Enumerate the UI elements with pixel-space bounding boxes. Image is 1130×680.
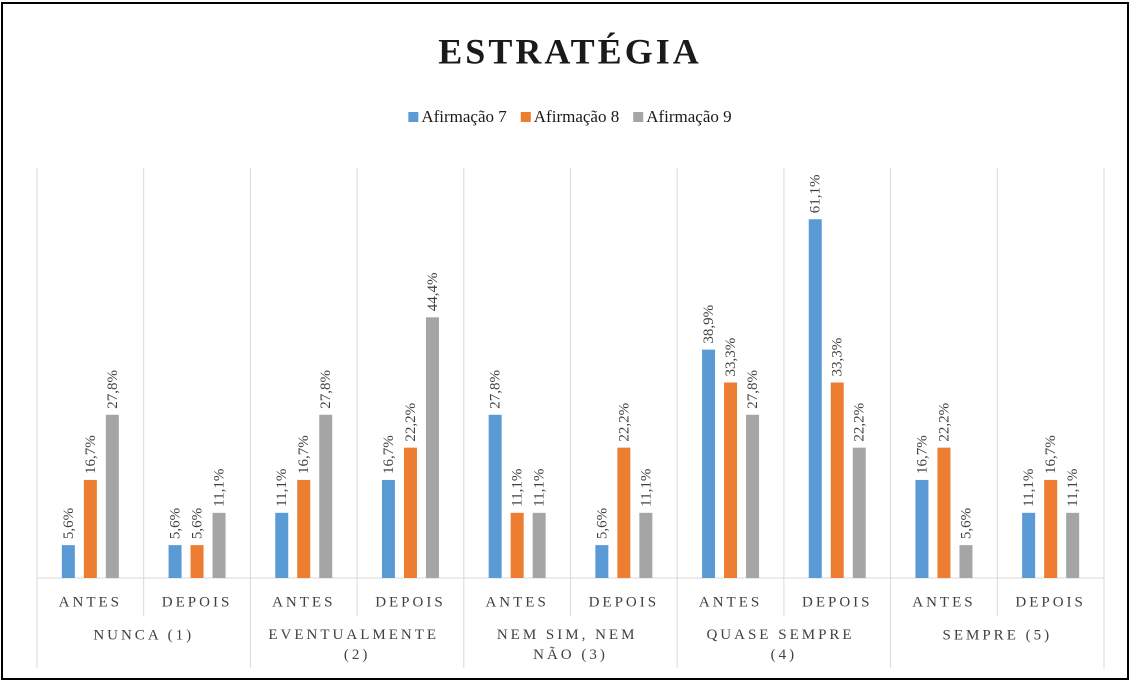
group-label: NEM SIM, NEM NÃO (3) <box>497 627 644 663</box>
group-label: EVENTUALMENTE (2) <box>268 627 445 663</box>
data-label: 16,7% <box>83 435 99 474</box>
data-label: 5,6% <box>167 508 183 539</box>
data-label: 5,6% <box>594 508 610 539</box>
data-label: 11,1% <box>1021 469 1037 507</box>
group-label: QUASE SEMPRE (4) <box>706 627 861 663</box>
data-label: 5,6% <box>61 508 77 539</box>
legend-label: Afirmação 9 <box>646 107 731 126</box>
data-label: 61,1% <box>808 175 824 214</box>
bar <box>808 219 822 578</box>
data-label: 16,7% <box>914 435 930 474</box>
legend-swatch <box>520 112 531 122</box>
legend-swatch <box>633 112 644 122</box>
data-label: 22,2% <box>616 403 632 442</box>
bar <box>403 447 417 578</box>
data-label: 38,9% <box>701 305 717 344</box>
chart-title: ESTRATÉGIA <box>438 31 701 71</box>
data-label: 16,7% <box>381 435 397 474</box>
legend-label: Afirmação 7 <box>421 107 507 126</box>
data-label: 27,8% <box>105 370 121 409</box>
bar <box>425 317 439 578</box>
bar <box>937 447 951 578</box>
data-label: 27,8% <box>488 370 504 409</box>
data-label: 22,2% <box>936 403 952 442</box>
bar <box>190 545 204 578</box>
data-label: 11,1% <box>638 469 654 507</box>
bar <box>319 414 333 578</box>
x-tick-label: DEPOIS <box>162 594 233 610</box>
bar <box>532 512 546 578</box>
bar <box>595 545 609 578</box>
bar <box>1066 512 1080 578</box>
legend-label: Afirmação 8 <box>534 107 619 126</box>
bar <box>746 414 760 578</box>
x-tick-label: ANTES <box>912 594 975 610</box>
bar <box>212 512 226 578</box>
data-label: 11,1% <box>510 469 526 507</box>
bar <box>83 479 97 578</box>
x-tick-label: ANTES <box>485 594 548 610</box>
data-label: 11,1% <box>274 469 290 507</box>
group-label: SEMPRE (5) <box>943 627 1053 643</box>
x-tick-label: ANTES <box>272 594 335 610</box>
bar <box>105 414 119 578</box>
data-label: 5,6% <box>189 508 205 539</box>
bar <box>830 382 844 578</box>
bar <box>488 414 502 578</box>
bar <box>959 545 973 578</box>
data-label: 22,2% <box>403 403 419 442</box>
bar <box>617 447 631 578</box>
data-label: 16,7% <box>1043 435 1059 474</box>
x-tick-label: DEPOIS <box>589 594 660 610</box>
bar <box>297 479 311 578</box>
data-label: 33,3% <box>830 338 846 377</box>
bar <box>724 382 738 578</box>
bar <box>510 512 524 578</box>
data-label: 27,8% <box>745 370 761 409</box>
data-label: 11,1% <box>1065 469 1081 507</box>
group-label: NUNCA (1) <box>93 627 194 643</box>
bar <box>702 349 716 578</box>
data-label: 5,6% <box>958 508 974 539</box>
bar <box>275 512 289 578</box>
x-tick-label: DEPOIS <box>802 594 873 610</box>
bar <box>1044 479 1058 578</box>
x-tick-label: ANTES <box>59 594 122 610</box>
data-label: 11,1% <box>532 469 548 507</box>
legend-swatch <box>408 112 419 122</box>
x-tick-label: DEPOIS <box>375 594 446 610</box>
x-tick-label: ANTES <box>699 594 762 610</box>
bar <box>852 447 866 578</box>
bar <box>1022 512 1036 578</box>
bar <box>381 479 395 578</box>
bar <box>915 479 929 578</box>
data-label: 33,3% <box>723 338 739 377</box>
data-label: 44,4% <box>425 273 441 312</box>
data-label: 22,2% <box>852 403 868 442</box>
bar <box>639 512 653 578</box>
bar <box>61 545 75 578</box>
data-label: 16,7% <box>296 435 312 474</box>
legend: Afirmação 7 Afirmação 8 Afirmação 9 <box>408 107 732 126</box>
data-label: 11,1% <box>211 469 227 507</box>
x-tick-label: DEPOIS <box>1015 594 1086 610</box>
bar <box>168 545 182 578</box>
data-label: 27,8% <box>318 370 334 409</box>
